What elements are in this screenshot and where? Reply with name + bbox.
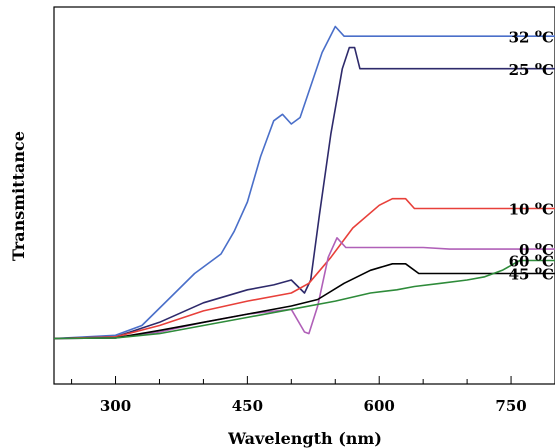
x-axis-tick-labels: 300 450 600 750 — [100, 397, 527, 415]
series-label-45c: 45 oC — [509, 264, 554, 284]
series-line-0c — [53, 237, 555, 340]
series-line-32c — [53, 25, 555, 340]
series-line-10c — [53, 197, 555, 340]
series-label-25c: 25 oC — [509, 59, 554, 79]
x-tick-label: 750 — [495, 397, 526, 415]
x-tick-label: 600 — [364, 397, 395, 415]
x-axis-title: Wavelength (nm) — [227, 429, 382, 448]
series-label-60c: 60 oC — [509, 251, 554, 271]
x-tick-label: 300 — [100, 397, 131, 415]
series-lines — [53, 25, 555, 340]
series-line-45c — [53, 262, 555, 340]
plot-frame — [53, 6, 555, 385]
series-label-32c: 32 oC — [509, 26, 554, 46]
series-label-0c: 0 oC — [519, 239, 554, 259]
series-line-25c — [53, 46, 555, 340]
series-label-10c: 10 oC — [509, 199, 554, 219]
y-axis-title: Transmittance — [9, 131, 28, 261]
series-line-60c — [53, 259, 555, 340]
x-axis-ticks — [71, 376, 555, 384]
x-tick-label: 450 — [232, 397, 263, 415]
